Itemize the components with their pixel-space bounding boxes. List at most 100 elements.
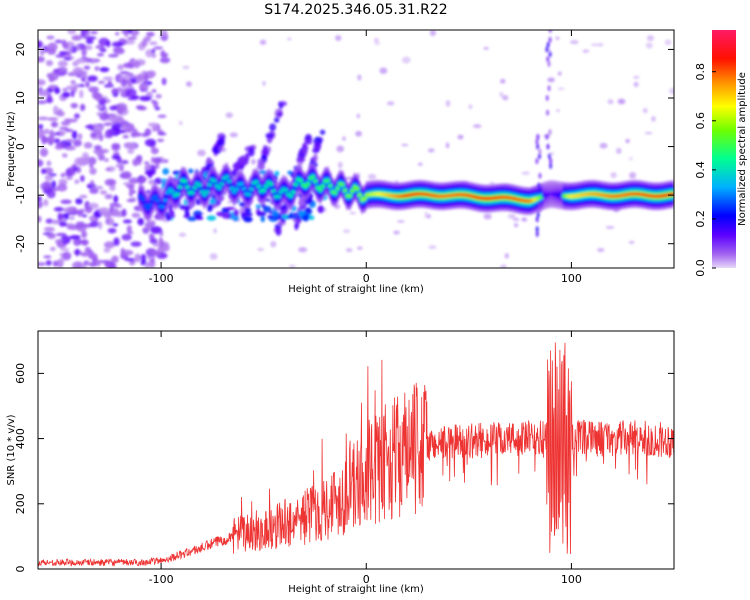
noise-blob (120, 78, 128, 88)
noise-blob (141, 39, 148, 47)
ridge-segment (204, 189, 210, 194)
noise-blob (64, 223, 76, 228)
streak-blob (247, 147, 255, 157)
noise-blob (121, 160, 129, 164)
noise-blob (60, 199, 72, 205)
noise-blob (489, 181, 495, 185)
y-tick-label: 0 (14, 566, 27, 573)
snr-series-line (38, 342, 674, 567)
noise-blob (357, 74, 362, 81)
noise-blob (335, 35, 342, 41)
noise-blob (445, 142, 450, 149)
noise-blob (373, 37, 379, 43)
artefact-blob (547, 61, 551, 67)
noise-blob (128, 189, 133, 197)
noise-blob (88, 262, 98, 267)
ridge-segment (162, 198, 168, 203)
noise-blob (51, 180, 56, 189)
noise-blob (57, 212, 63, 221)
noise-blob (153, 46, 164, 50)
noise-blob (343, 229, 351, 234)
noise-blob (111, 123, 123, 130)
noise-blob (54, 39, 63, 44)
noise-blob (157, 132, 167, 136)
noise-blob (65, 167, 76, 177)
noise-blob (63, 57, 72, 61)
noise-blob (54, 87, 61, 95)
noise-blob (46, 136, 56, 145)
noise-blob (49, 129, 54, 139)
ridge-segment (182, 179, 188, 184)
spectrogram-marks (38, 30, 674, 268)
noise-blob (102, 76, 114, 81)
y-tick-label: 10 (14, 91, 27, 105)
ridge-segment (152, 194, 158, 199)
noise-blob (46, 35, 55, 40)
noise-blob (81, 214, 88, 218)
artefact-blob (545, 46, 549, 53)
noise-blob (62, 207, 73, 213)
artefact-blob (535, 216, 539, 223)
streak-blob (265, 132, 274, 139)
noise-blob (64, 118, 71, 122)
noise-blob (155, 162, 160, 169)
noise-blob (127, 36, 137, 41)
noise-blob (483, 213, 492, 220)
noise-blob (131, 95, 140, 99)
noise-blob (131, 212, 141, 218)
noise-blob (87, 75, 98, 82)
ridge-segment (231, 189, 237, 194)
noise-blob (134, 253, 141, 263)
ridge-segment (229, 186, 235, 191)
ridge-segment (147, 203, 154, 207)
noise-blob (401, 143, 409, 147)
noise-blob (118, 167, 124, 172)
ridge-blob (267, 215, 275, 219)
ridge-blob (291, 214, 298, 219)
ridge-segment (226, 179, 232, 184)
noise-blob (607, 99, 614, 105)
noise-blob (55, 238, 64, 245)
noise-blob (84, 156, 90, 165)
noise-blob (81, 48, 87, 57)
noise-blob (521, 171, 530, 175)
noise-blob (83, 65, 91, 70)
noise-blob (148, 179, 156, 185)
spectrogram-y-label: Frequency (Hz) (6, 111, 17, 187)
noise-blob (397, 220, 405, 223)
noise-blob (53, 105, 59, 114)
noise-blob (66, 175, 73, 180)
ridge-blob (187, 168, 194, 174)
noise-blob (149, 41, 158, 45)
noise-blob (78, 252, 90, 256)
noise-blob (209, 253, 218, 260)
noise-blob (51, 219, 61, 225)
noise-blob (89, 188, 99, 194)
streak-blob (217, 139, 224, 147)
ridge-blob (168, 213, 176, 219)
noise-blob (633, 75, 640, 79)
artefact-blob (535, 231, 539, 237)
y-tick-label: -10 (14, 186, 27, 204)
ridge-segment (192, 185, 198, 190)
noise-blob (38, 89, 49, 97)
artefact-blob (547, 85, 551, 92)
noise-blob (53, 138, 61, 144)
noise-blob (483, 47, 489, 50)
streak-blob (302, 147, 308, 155)
streak-blob (296, 156, 306, 163)
noise-blob (99, 112, 110, 121)
ridge-segment (357, 193, 363, 197)
ridge-segment (310, 174, 316, 179)
noise-blob (73, 139, 82, 147)
spectrogram-frame (37, 29, 675, 269)
colorbar-tick-label: 0.0 (694, 259, 707, 277)
noise-blob (428, 245, 437, 250)
noise-blob (468, 104, 473, 110)
noise-blob (99, 48, 107, 53)
noise-blob (109, 202, 121, 208)
ridge-segment (334, 186, 341, 191)
noise-blob (75, 221, 86, 229)
noise-blob (137, 105, 147, 111)
noise-blob (97, 80, 106, 85)
